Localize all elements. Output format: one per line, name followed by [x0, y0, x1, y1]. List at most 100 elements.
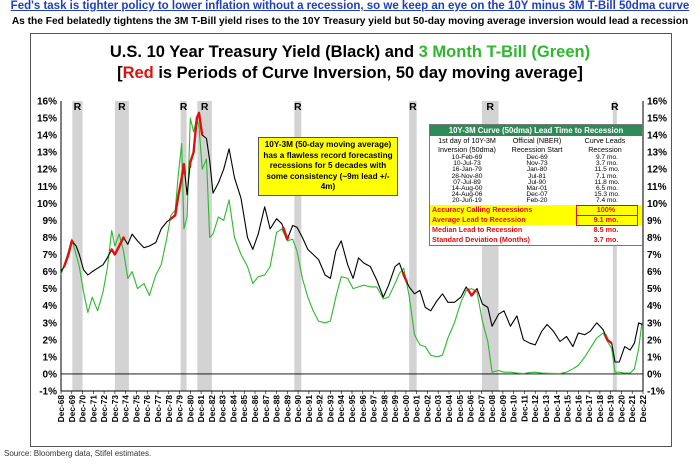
- table-cell-inversion-date: 14-Aug-00: [451, 185, 483, 192]
- recession-bar: [180, 101, 187, 391]
- chart-title-line1: U.S. 10 Year Treasury Yield (Black) and …: [0, 43, 700, 62]
- x-tick-label: Dec-91: [304, 395, 314, 423]
- stat-row-median: Median Lead to Recession 8.5 mo.: [430, 225, 642, 235]
- x-tick-label: Dec-73: [110, 395, 120, 423]
- x-tick-label: Dec-90: [293, 395, 303, 423]
- x-tick-label: Dec-75: [131, 395, 141, 423]
- stat-label: Accuracy Calling Recessions: [432, 205, 533, 214]
- y-tick-label-left: 1%: [43, 352, 58, 363]
- chart-frame: [30, 33, 672, 447]
- title-green-part: 3 Month T-Bill (Green): [418, 43, 591, 61]
- x-tick-label: Dec-96: [358, 395, 368, 423]
- col-header-lead: Curve Leads Recession: [584, 136, 626, 154]
- table-cell-recession-start: Dec-07: [526, 191, 548, 199]
- three-month-line: [60, 117, 643, 375]
- y-tick-label-left: 5%: [43, 284, 58, 295]
- y-tick-label-right: 14%: [647, 131, 667, 142]
- y-tick-label-left: 4%: [43, 301, 58, 312]
- inversion-segment: [169, 162, 187, 221]
- table-cell-inversion-date: 16-Jan-79: [452, 166, 482, 174]
- x-tick-label: Dec-02: [422, 395, 432, 423]
- inversion-segment: [401, 271, 409, 283]
- inversion-segment: [109, 236, 126, 256]
- recession-label: R: [409, 101, 417, 113]
- x-tick-label: Dec-21: [627, 395, 637, 423]
- y-tick-label-left: 14%: [37, 131, 57, 142]
- stat-label: Standard Deviation (Months): [432, 235, 530, 244]
- x-tick-label: Dec-18: [595, 395, 605, 423]
- recession-bars: [72, 101, 617, 391]
- y-tick-label-left: 10%: [37, 199, 57, 210]
- x-tick-label: Dec-00: [401, 395, 411, 423]
- stat-label: Median Lead to Recession: [432, 225, 523, 234]
- x-tick-label: Dec-06: [466, 395, 476, 423]
- y-tick-label-right: 3%: [647, 318, 662, 329]
- y-tick-label-right: 8%: [647, 233, 662, 244]
- recession-label: R: [118, 101, 126, 113]
- table-cell-lead: 3.7 mo.: [596, 160, 618, 168]
- series-lines: [60, 111, 643, 375]
- table-cell-recession-start: Jul-81: [528, 172, 546, 180]
- ten-year-line: [60, 112, 643, 363]
- inversion-segment: [188, 111, 204, 168]
- y-tick-label-left: 0%: [43, 369, 58, 380]
- title-rest: is Periods of Curve Inversion, 50 day mo…: [153, 64, 583, 82]
- recession-bar: [72, 101, 83, 391]
- headline[interactable]: Fed's task is tighter policy to lower in…: [10, 0, 690, 12]
- x-tick-label: Dec-13: [541, 395, 551, 423]
- stat-highlight-box: [576, 215, 638, 226]
- stat-value: 100%: [596, 205, 616, 214]
- table-cell-lead: 7.4 mo.: [596, 197, 618, 205]
- table-cell-inversion-date: 10-Feb-69: [451, 154, 483, 161]
- y-tick-label-left: 12%: [37, 165, 57, 176]
- x-tick-label: Dec-17: [584, 395, 594, 423]
- stat-row-accuracy: Accuracy Calling Recessions 100%: [430, 205, 642, 216]
- inversion-segment: [62, 239, 75, 268]
- y-tick-label-right: 16%: [647, 97, 667, 108]
- table-cell-lead: 9.7 mo.: [596, 154, 618, 161]
- x-tick-label: Dec-92: [315, 395, 325, 423]
- chart-title-line2: [Red is Periods of Curve Inversion, 50 d…: [0, 64, 700, 83]
- col-header-inversion: 1st day of 10Y-3M Inversion (50dma): [438, 136, 496, 154]
- table-cell-inversion-date: 10-Jul-73: [453, 160, 481, 168]
- table-cell-lead: 15.3 mo.: [594, 191, 620, 199]
- stat-row-stdev: Standard Deviation (Months) 3.7 mo.: [430, 235, 642, 245]
- y-tick-label-left: -1%: [39, 387, 57, 398]
- y-tick-label-right: 7%: [647, 250, 662, 261]
- y-tick-label-right: 15%: [647, 114, 667, 125]
- x-tick-label: Dec-79: [175, 395, 185, 423]
- x-tick-label: Dec-09: [498, 395, 508, 423]
- title-black-part: U.S. 10 Year Treasury Yield (Black) and: [109, 43, 419, 61]
- recession-bar: [294, 101, 302, 391]
- x-tick-label: Dec-14: [552, 395, 562, 423]
- table-cell-recession-start: Mar-01: [526, 185, 548, 192]
- x-tick-label: Dec-15: [563, 395, 573, 423]
- x-tick-label: Dec-11: [519, 395, 529, 422]
- y-tick-label-right: 5%: [647, 284, 662, 295]
- x-tick-label: Dec-22: [638, 395, 648, 423]
- x-tick-label: Dec-88: [272, 395, 282, 423]
- inversion-segment: [281, 226, 290, 241]
- stat-row-average: Average Lead to Recession 9.1 mo.: [430, 215, 642, 226]
- x-tick-label: Dec-87: [261, 395, 271, 423]
- table-cell-recession-start: Nov-73: [526, 160, 548, 168]
- y-tick-label-right: 6%: [647, 267, 662, 278]
- y-tick-label-left: 16%: [37, 97, 57, 108]
- inversion-segment: [604, 334, 613, 345]
- table-cell-recession-start: Jul-90: [528, 178, 546, 186]
- table-cell-lead: 6.5 mo.: [596, 185, 618, 192]
- recession-bar: [197, 101, 212, 391]
- x-tick-label: Dec-78: [164, 395, 174, 423]
- y-tick-label-right: -1%: [647, 387, 665, 398]
- y-tick-label-right: 12%: [647, 165, 667, 176]
- lead-time-table: 10Y-3M Curve (50dma) Lead Time to Recess…: [429, 124, 643, 246]
- stat-value: 3.7 mo.: [593, 235, 619, 244]
- recession-bar: [612, 101, 617, 391]
- y-tick-label-right: 4%: [647, 301, 662, 312]
- y-tick-label-left: 3%: [43, 318, 58, 329]
- recession-label: R: [294, 101, 302, 113]
- table-cell-recession-start: Feb-20: [526, 197, 548, 205]
- y-tick-label-right: 0%: [647, 369, 662, 380]
- recession-label: R: [611, 101, 619, 113]
